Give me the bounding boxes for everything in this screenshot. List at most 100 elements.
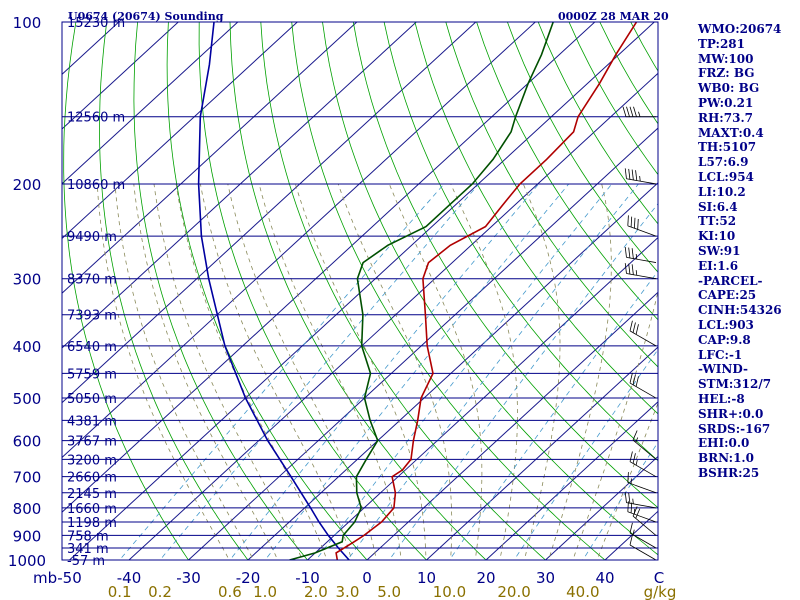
index-item: MW:100 — [698, 51, 754, 66]
index-item: -PARCEL- — [698, 273, 763, 288]
barb-staff — [626, 273, 657, 280]
height-label: -57 m — [67, 554, 105, 569]
barb-feather — [629, 106, 634, 117]
barb-half-feather — [635, 459, 638, 466]
index-item: LI:10.2 — [698, 184, 746, 199]
height-label: 2660 m — [67, 471, 117, 486]
index-item: WB0: BG — [698, 81, 760, 96]
temperature-tick-label: -40 — [117, 569, 142, 587]
height-label: 1660 m — [67, 502, 117, 517]
moist-adiabat-line — [450, 183, 518, 560]
isotherm-line — [62, 22, 298, 240]
barb-half-feather — [635, 270, 638, 276]
mixing-ratio-tick-label: 10.0 — [433, 583, 466, 600]
index-item: RH:73.7 — [698, 110, 753, 125]
mixing-ratio-line — [513, 348, 658, 560]
mixing-ratio-tick-label: 5.0 — [377, 583, 401, 600]
index-item: TT:52 — [698, 214, 737, 229]
temperature-tick-label: -20 — [236, 569, 261, 587]
wind-barb — [632, 430, 657, 460]
isotherm-line — [545, 455, 658, 560]
temperature-tick-label: -50 — [57, 569, 82, 587]
profiles — [197, 22, 638, 560]
index-item: SRDS:-167 — [698, 421, 771, 436]
isotherm-line — [128, 72, 658, 560]
mixing-ratio-line — [448, 270, 658, 560]
height-label: 12560 m — [67, 111, 125, 126]
height-label: 758 m — [67, 529, 109, 544]
moist-adiabat-line — [548, 183, 612, 560]
barb-feather — [633, 106, 637, 117]
index-item: TP:281 — [698, 36, 746, 51]
mixing-ratio-tick-label: 3.0 — [336, 583, 360, 600]
index-item: LCL:903 — [698, 317, 754, 332]
barb-feather — [626, 106, 630, 117]
barb-feather — [632, 374, 636, 385]
barb-staff — [629, 461, 657, 478]
mixing-ratio-tick-label: 2.0 — [304, 583, 328, 600]
barb-staff — [626, 502, 657, 509]
mixing-ratio-tick-label: 20.0 — [497, 583, 530, 600]
index-item: SI:6.4 — [698, 199, 738, 214]
barb-feather — [627, 472, 629, 483]
height-label: 3767 m — [67, 435, 117, 450]
index-item: HEL:-8 — [698, 391, 745, 406]
temperature-tick-label: 0 — [362, 569, 372, 587]
moist-adiabat-line — [175, 183, 328, 560]
barb-feather — [622, 106, 627, 117]
barb-staff — [627, 225, 657, 237]
title-left: U0674 (20674) Sounding — [68, 10, 224, 23]
index-item: -WIND- — [698, 362, 748, 377]
pressure-tick-label: 100 — [13, 14, 42, 32]
index-item: FRZ: BG — [698, 66, 755, 81]
temperature-tick-label: 20 — [476, 569, 495, 587]
barb-feather — [635, 324, 639, 335]
height-label: 6540 m — [67, 340, 117, 355]
barb-feather — [628, 492, 631, 504]
pressure-unit-label: mb — [33, 569, 57, 587]
barb-half-feather — [635, 437, 639, 443]
index-item: CAPE:25 — [698, 288, 757, 303]
height-label: 7393 m — [67, 309, 117, 324]
wind-barb — [627, 215, 657, 237]
wind-barb — [629, 522, 657, 549]
temperature-tick-label: 10 — [417, 569, 436, 587]
wind-barb — [629, 534, 657, 561]
barb-feather — [632, 453, 636, 464]
height-label: 5050 m — [67, 392, 117, 407]
barb-staff — [629, 532, 657, 549]
temperature-tick-label: 30 — [536, 569, 555, 587]
isotherm-line — [62, 22, 536, 459]
wind-barb — [627, 472, 657, 494]
moist-adiabat-line — [200, 183, 353, 560]
wind-barb — [624, 492, 657, 509]
barb-feather — [632, 322, 636, 333]
barb-feather — [627, 215, 629, 226]
title-right: 0000Z 28 MAR 20 — [558, 10, 669, 23]
mixing-ratio-tick-label: 0.1 — [108, 583, 132, 600]
barb-feather — [624, 492, 627, 503]
temperature-tick-label: -10 — [295, 569, 320, 587]
moist-adiabat-line — [258, 183, 402, 560]
mixing-ratio-tick-label: 0.2 — [148, 583, 172, 600]
isotherm-line — [485, 401, 658, 560]
temperature-tick-label: 40 — [595, 569, 614, 587]
index-item: SW:91 — [698, 243, 741, 258]
barb-staff — [632, 515, 657, 536]
wind-barb — [632, 506, 657, 536]
pressure-tick-label: 200 — [13, 176, 42, 194]
barb-feather — [631, 169, 634, 181]
isotherm-line — [69, 22, 655, 560]
height-label: 8370 m — [67, 273, 117, 288]
mixing-ratio-line — [315, 183, 613, 560]
barb-half-feather — [632, 498, 634, 504]
barb-feather — [633, 217, 636, 229]
wind-barb — [629, 451, 657, 478]
mixing-ratio-line — [264, 183, 570, 560]
index-item: LFC:-1 — [698, 347, 743, 362]
index-item: WMO:20674 — [698, 22, 782, 36]
barb-feather — [628, 168, 631, 180]
isotherm-line — [62, 22, 477, 404]
moist-adiabat-line — [295, 183, 427, 560]
pressure-tick-label: 400 — [13, 338, 42, 356]
